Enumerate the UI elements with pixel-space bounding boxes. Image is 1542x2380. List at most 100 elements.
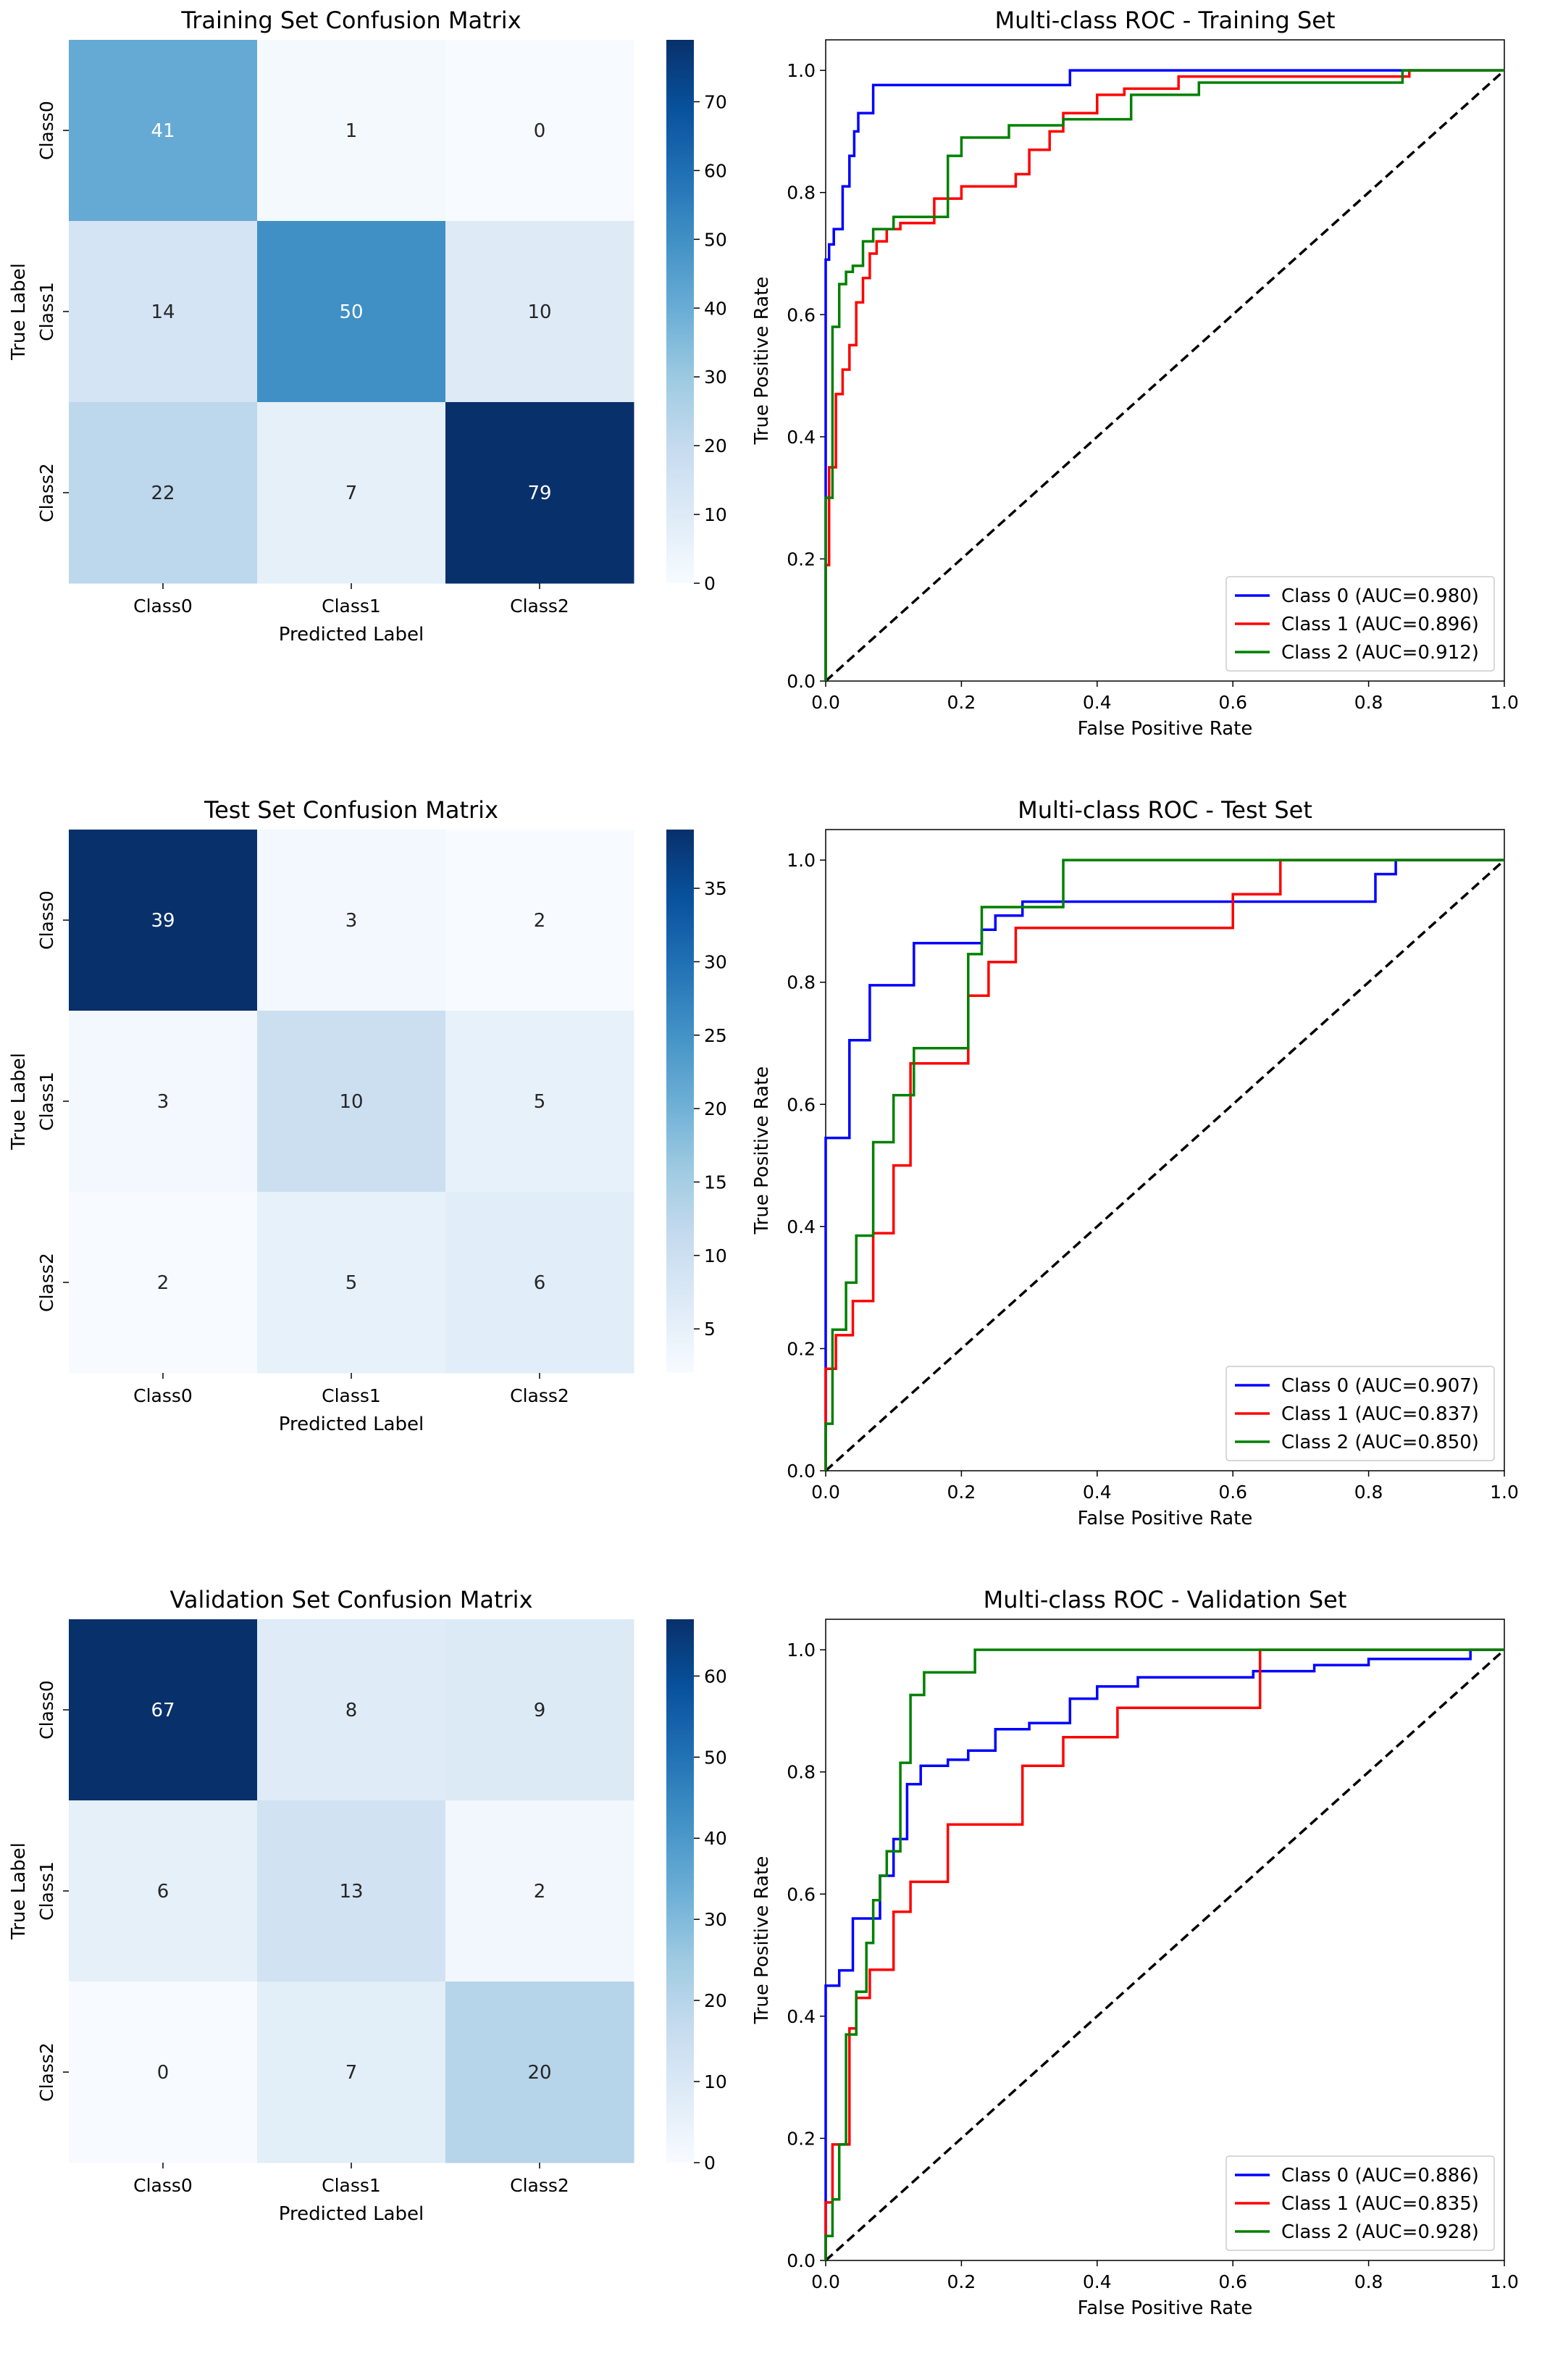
x-tick-label: 0.2 [947,692,976,713]
x-tick-label: Class2 [510,2175,569,2196]
y-tick-label: Class1 [36,1861,57,1921]
heatmap-cell [445,40,634,222]
x-tick-label: 0.0 [811,2271,840,2292]
y-tick-label: 0.2 [787,1338,816,1359]
heatmap-title: Training Set Confusion Matrix [180,7,521,34]
y-axis-label: True Positive Rate [751,1856,773,2025]
y-axis-label: True Label [8,1053,30,1151]
colorbar-tick-label: 10 [704,504,727,525]
x-tick-label: 0.0 [811,1482,840,1503]
x-tick-label: 0.8 [1354,2271,1383,2292]
y-tick-label: 0.6 [787,1094,816,1115]
colorbar-tick-label: 50 [704,229,727,250]
roc-series-line [824,1648,1504,2260]
x-tick-label: Class2 [510,1385,569,1406]
y-tick-label: Class1 [36,282,57,341]
heatmap-cell [445,830,634,1011]
colorbar-tick-label: 20 [704,1098,727,1119]
colorbar-tick-label: 0 [704,2153,716,2174]
y-tick-label: 0.8 [787,1762,816,1783]
heatmap-cell [257,221,446,403]
chance-diagonal-line [824,1648,1506,2262]
heatmap-cell [257,1619,446,1801]
heatmap-cell [445,1192,634,1374]
plot-frame [825,1619,1505,2261]
colorbar-tick-label: 20 [704,1990,727,2011]
y-tick-label: 0.0 [787,2250,816,2271]
colorbar-tick-label: 10 [704,1245,727,1266]
y-axis-label: True Label [8,1842,30,1940]
colorbar-tick-label: 25 [704,1025,727,1046]
y-tick-label: 0.4 [787,427,816,448]
y-tick-label: 0.8 [787,972,816,993]
roc-series-line [824,69,1504,681]
heatmap-cell [257,1800,446,1982]
y-tick-label: 0.2 [787,2128,816,2149]
y-tick-label: 0.4 [787,1216,816,1237]
legend-box [1225,2155,1495,2251]
legend-entry: Class 1 (AUC=0.835) [1281,2193,1479,2215]
heatmap-title: Validation Set Confusion Matrix [170,1586,533,1613]
colorbar-tick-label: 30 [704,367,727,388]
x-tick-label: 0.2 [947,1482,976,1503]
heatmap-cell-value: 79 [527,483,551,504]
colorbar-tick-label: 35 [704,878,727,899]
heatmap-cell [445,1982,634,2163]
legend-box [1225,1366,1495,1461]
y-axis-label: True Label [8,263,30,361]
legend-entry: Class 2 (AUC=0.928) [1281,2221,1479,2243]
legend-entry: Class 1 (AUC=0.896) [1281,614,1479,635]
chance-diagonal-line [824,859,1506,1472]
legend-entry: Class 0 (AUC=0.907) [1281,1375,1479,1397]
colorbar [666,40,694,583]
heatmap-cell-value: 6 [534,1272,546,1294]
y-axis-label: True Positive Rate [751,1066,773,1235]
y-tick-label: Class0 [36,1680,57,1740]
colorbar-tick-label: 30 [704,1909,727,1930]
heatmap-cell-value: 3 [345,910,358,932]
x-tick-label: Class1 [322,2175,381,2196]
heatmap-cell [257,830,446,1011]
x-tick-label: 0.2 [947,2271,976,2292]
heatmap-cell-value: 39 [151,910,175,932]
x-tick-label: 1.0 [1490,2271,1519,2292]
y-tick-label: 1.0 [787,850,816,871]
y-tick-label: Class2 [36,463,57,522]
chance-diagonal-line [824,69,1506,682]
heatmap-cell [445,1619,634,1801]
x-axis-label: Predicted Label [279,624,424,646]
roc-series-line [824,69,1504,681]
roc-title: Multi-class ROC - Test Set [1018,796,1312,824]
heatmap-cell [257,1982,446,2163]
heatmap-cell [69,1192,258,1374]
y-tick-label: Class2 [36,1253,57,1312]
y-tick-label: 0.2 [787,548,816,569]
heatmap-cell [69,1982,258,2163]
x-tick-label: Class2 [510,596,569,617]
x-tick-label: Class0 [133,1385,193,1406]
colorbar-tick-label: 0 [704,573,716,594]
heatmap-cell [257,1192,446,1374]
colorbar-tick-label: 60 [704,160,727,181]
roc-title: Multi-class ROC - Training Set [994,7,1335,34]
legend-entry: Class 2 (AUC=0.912) [1281,642,1479,664]
roc-series-line [824,1648,1504,2260]
heatmap-cell-value: 14 [151,301,175,323]
x-axis-label: False Positive Rate [1078,1508,1253,1529]
x-tick-label: 0.6 [1218,692,1247,713]
heatmap-cell [257,40,446,222]
x-tick-label: Class0 [133,2175,193,2196]
y-tick-label: Class0 [36,101,57,160]
x-tick-label: Class1 [322,596,381,617]
heatmap-cell [69,1800,258,1982]
heatmap-cell-value: 2 [534,910,546,932]
heatmap-cell-value: 10 [527,301,551,323]
heatmap-cell [445,402,634,584]
x-tick-label: 0.4 [1083,692,1112,713]
y-tick-label: 0.8 [787,183,816,204]
legend-entry: Class 2 (AUC=0.850) [1281,1432,1479,1453]
colorbar-tick-label: 50 [704,1747,727,1768]
heatmap-cell-value: 0 [534,120,546,142]
x-tick-label: 0.6 [1218,2271,1247,2292]
heatmap-cell-value: 3 [157,1091,169,1113]
